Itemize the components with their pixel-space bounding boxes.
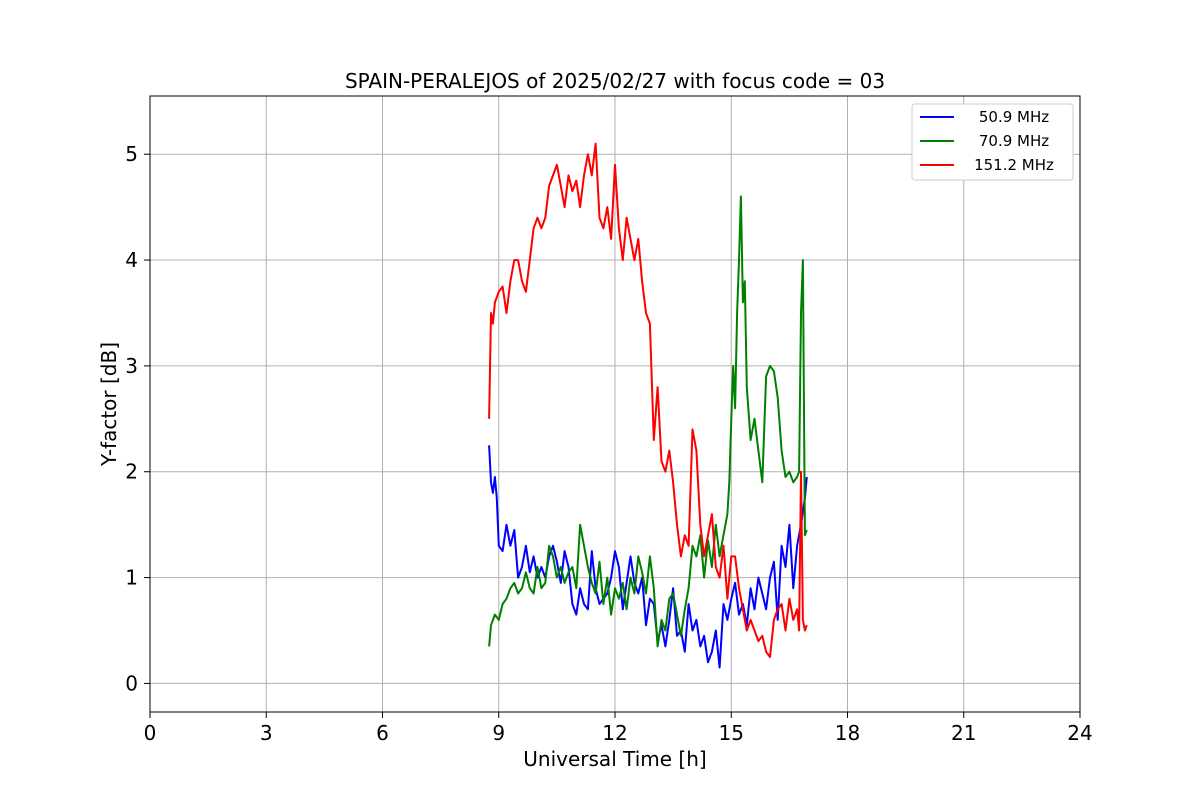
y-tick-label: 4	[125, 248, 138, 272]
y-tick-label: 1	[125, 566, 138, 590]
legend: 50.9 MHz 70.9 MHz 151.2 MHz	[911, 103, 1074, 181]
x-axis-label: Universal Time [h]	[523, 747, 706, 771]
y-tick-label: 5	[125, 142, 138, 166]
x-tick-label: 6	[376, 721, 389, 745]
chart-title: SPAIN-PERALEJOS of 2025/02/27 with focus…	[345, 69, 885, 93]
x-tick-label: 24	[1067, 721, 1092, 745]
x-tick-label: 0	[144, 721, 157, 745]
x-tick-label: 3	[260, 721, 273, 745]
legend-box	[911, 103, 1074, 181]
legend-label-3: 151.2 MHz	[974, 156, 1054, 174]
series-layer	[488, 142, 808, 669]
legend-label-1: 50.9 MHz	[979, 108, 1049, 126]
legend-label-2: 70.9 MHz	[979, 132, 1049, 150]
x-tick-label: 12	[602, 721, 627, 745]
x-tick-label: 18	[835, 721, 860, 745]
y-tick-label: 3	[125, 354, 138, 378]
series-line-2	[488, 195, 808, 648]
x-tick-label: 9	[492, 721, 505, 745]
y-axis-label: Y-factor [dB]	[97, 342, 121, 467]
x-tick-label: 15	[719, 721, 744, 745]
y-tick-label: 2	[125, 460, 138, 484]
series-line-3	[488, 142, 808, 658]
x-tick-label: 21	[951, 721, 976, 745]
series-line-1	[488, 445, 808, 669]
y-tick-label: 0	[125, 671, 138, 695]
